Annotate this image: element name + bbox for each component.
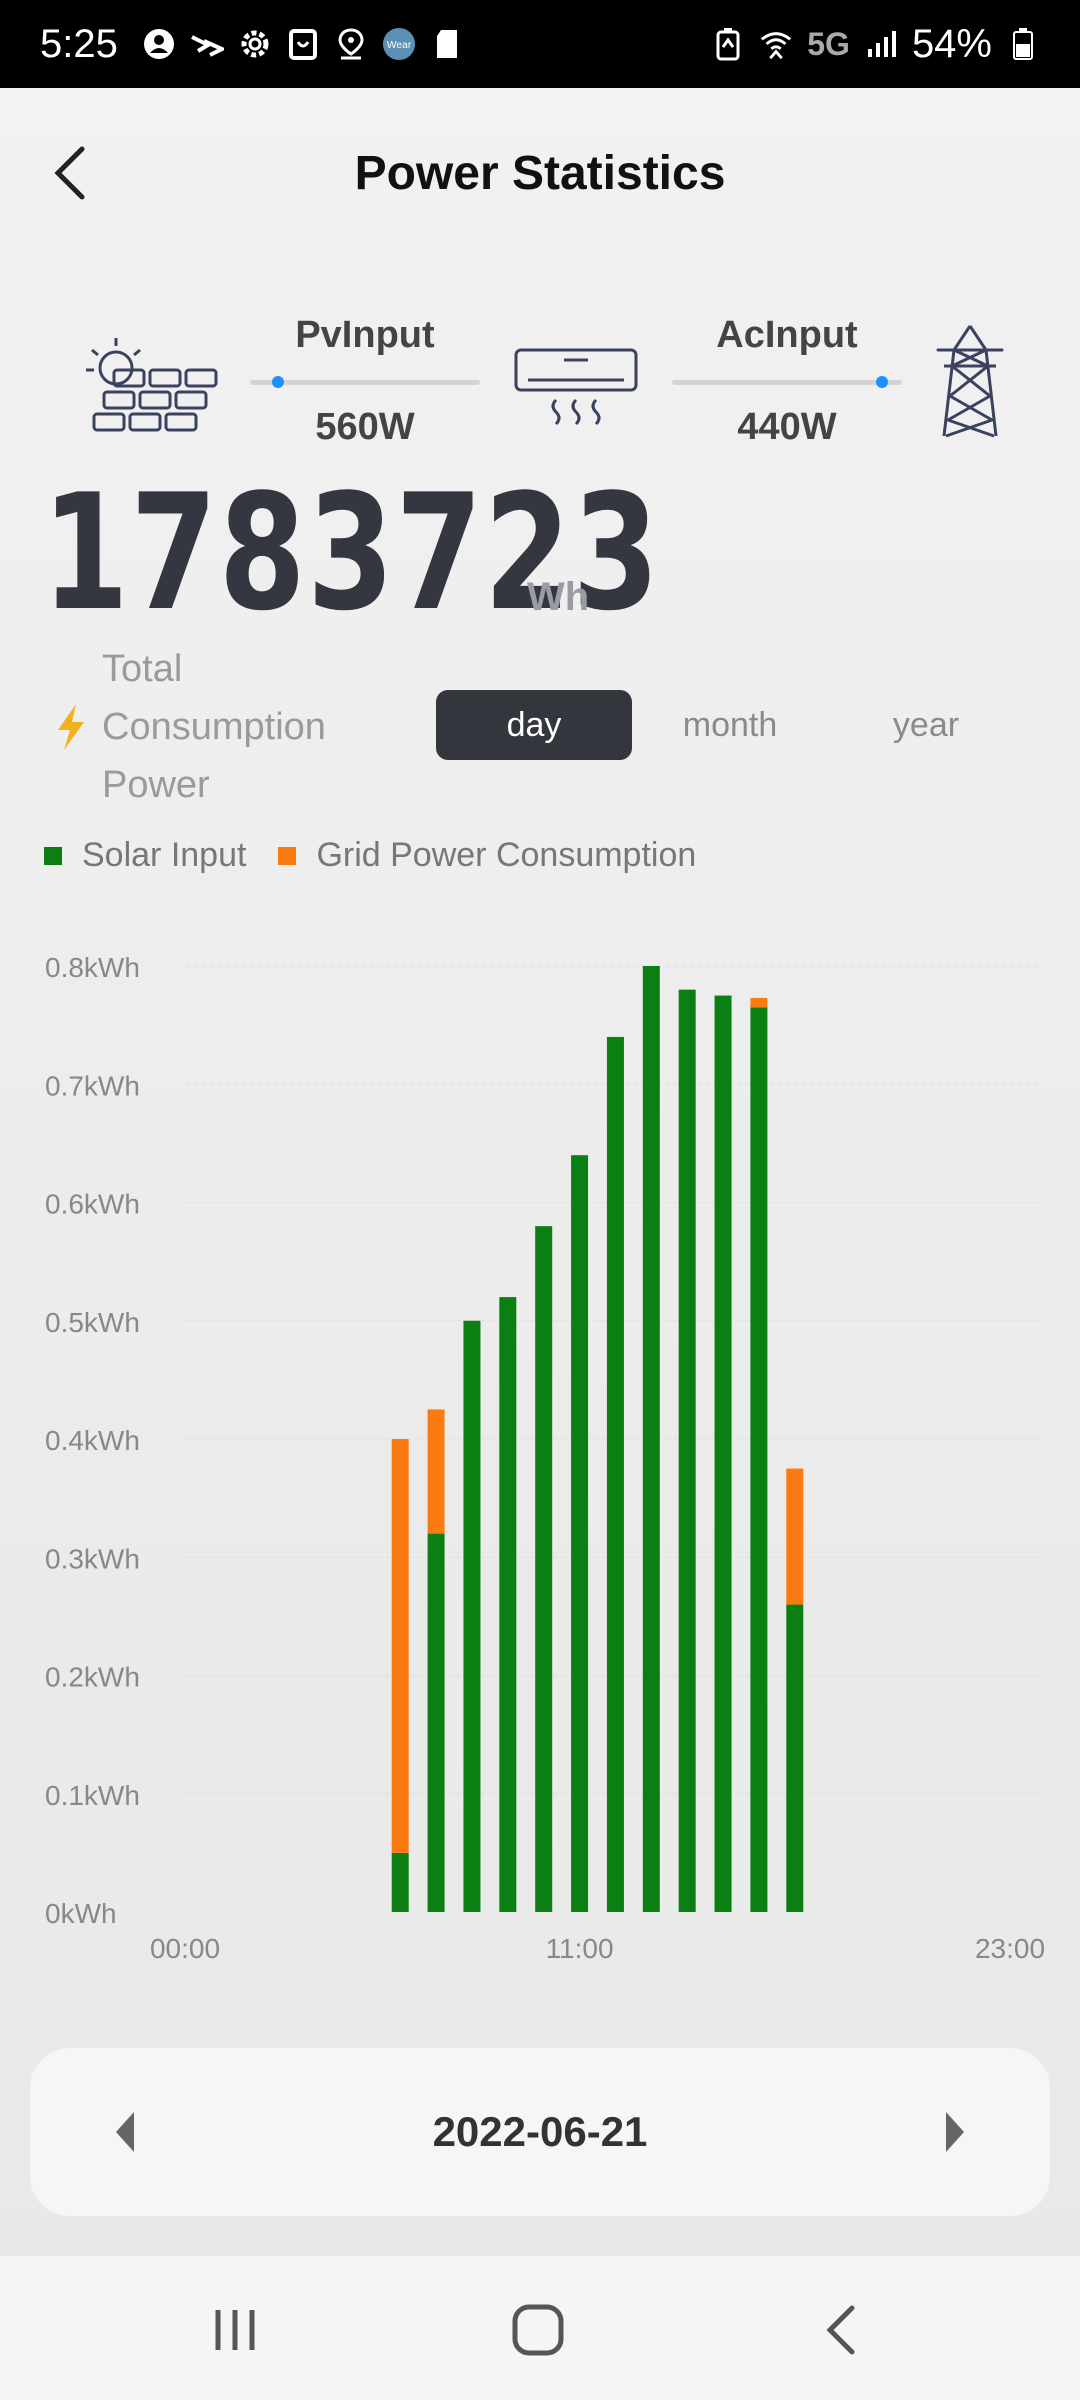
selected-date: 2022-06-21 xyxy=(432,2108,648,2155)
tab-year[interactable]: year xyxy=(892,705,960,744)
consumption-row: Total Consumption Power day month year xyxy=(0,640,1080,810)
legend-solar-label: Solar Input xyxy=(82,836,247,874)
home-button[interactable] xyxy=(498,2300,578,2360)
lightning-bolt-icon xyxy=(54,702,88,752)
previous-date-button[interactable] xyxy=(100,2106,150,2158)
status-bar: 5:25 Wear 5G 54% xyxy=(0,0,1080,88)
solar-panel-icon xyxy=(78,330,218,440)
sd-card-icon xyxy=(430,27,464,61)
sync-icon xyxy=(190,27,224,61)
air-conditioner-icon xyxy=(512,346,640,426)
bar-solar-input xyxy=(606,1036,624,1912)
total-consumption-label: Total Consumption Power xyxy=(102,648,326,806)
legend-grid-label: Grid Power Consumption xyxy=(316,836,697,874)
settings-icon xyxy=(238,27,272,61)
clipboard-icon xyxy=(286,27,320,61)
recents-button[interactable] xyxy=(195,2300,275,2360)
bar-grid-consumption xyxy=(391,1439,409,1853)
bar-solar-input xyxy=(391,1852,409,1912)
bar-grid-consumption xyxy=(427,1409,445,1534)
y-tick-label: 0.2kWh xyxy=(45,1662,140,1693)
power-chart: 0kWh 0.1kWh 0.2kWh 0.3kWh 0.4kWh 0.5kWh 0.6kWh… xyxy=(0,920,1080,1980)
total-energy: 1783723 Wh xyxy=(42,459,835,646)
battery-percent: 54% xyxy=(911,21,992,66)
pv-flow-dot xyxy=(272,376,284,388)
pv-input-label: PvInput xyxy=(295,314,435,356)
tab-day[interactable]: day xyxy=(436,690,632,760)
svg-text:Wear: Wear xyxy=(387,40,412,51)
pv-input-value: 560W xyxy=(315,406,415,448)
ac-flow-line xyxy=(672,380,902,385)
ac-flow-dot xyxy=(876,376,888,388)
bar-solar-input xyxy=(678,989,696,1912)
power-flow: PvInput 560W AcInput 440W xyxy=(0,300,1080,470)
system-back-button[interactable] xyxy=(800,2300,880,2360)
wear-icon: Wear xyxy=(382,27,416,61)
status-time: 5:25 xyxy=(40,21,118,66)
recents-icon xyxy=(215,2310,255,2350)
chevron-left-icon xyxy=(54,146,85,200)
bar-solar-input xyxy=(714,995,732,1912)
home-icon xyxy=(512,2304,564,2356)
power-tower-icon xyxy=(932,324,1008,440)
legend-grid-swatch xyxy=(278,846,297,865)
legend-solar[interactable]: Solar Input xyxy=(44,836,246,875)
legend-grid[interactable]: Grid Power Consumption xyxy=(278,836,696,875)
bar-solar-input xyxy=(427,1533,445,1912)
triangle-right-icon xyxy=(946,2112,964,2152)
pv-flow-line xyxy=(250,380,480,385)
total-energy-unit: Wh xyxy=(527,575,590,619)
date-selector: 2022-06-21 xyxy=(30,2048,1050,2216)
signal-icon xyxy=(864,27,898,61)
y-tick-label: 0.7kWh xyxy=(45,1070,140,1101)
bar-grid-consumption xyxy=(786,1468,804,1605)
bar-solar-input xyxy=(750,1007,768,1912)
y-tick-label: 0.1kWh xyxy=(45,1780,140,1811)
next-date-button[interactable] xyxy=(930,2106,980,2158)
y-tick-label: 0.3kWh xyxy=(45,1543,140,1574)
app-header: Power Statistics xyxy=(0,88,1080,258)
bar-solar-input xyxy=(786,1604,804,1912)
period-tabs: day month year xyxy=(436,690,1036,760)
x-tick-label: 00:00 xyxy=(150,1933,220,1964)
bar-solar-input xyxy=(571,1155,589,1912)
navigation-bar xyxy=(0,2256,1080,2400)
ac-input-value: 440W xyxy=(737,406,837,448)
bar-solar-input xyxy=(535,1226,553,1912)
ac-input-label: AcInput xyxy=(716,314,858,356)
location-icon xyxy=(334,27,368,61)
back-icon xyxy=(826,2305,855,2355)
network-type: 5G xyxy=(807,25,850,62)
bar-chart: 0kWh 0.1kWh 0.2kWh 0.3kWh 0.4kWh 0.5kWh 0.6kWh… xyxy=(45,952,1045,1964)
chart-legend: Solar Input Grid Power Consumption xyxy=(44,836,728,875)
bar-solar-input xyxy=(463,1320,481,1912)
y-tick-label: 0.6kWh xyxy=(45,1189,140,1220)
bar-solar-input xyxy=(642,966,660,1912)
triangle-left-icon xyxy=(116,2112,134,2152)
tab-month[interactable]: month xyxy=(682,705,778,744)
y-tick-label: 0.5kWh xyxy=(45,1307,140,1338)
legend-solar-swatch xyxy=(44,846,62,865)
bar-grid-consumption xyxy=(750,997,768,1008)
battery-saver-icon xyxy=(711,27,745,61)
bar-solar-input xyxy=(499,1297,517,1912)
battery-icon xyxy=(1006,27,1040,61)
x-tick-label: 23:00 xyxy=(975,1933,1045,1964)
total-energy-value: 1783723 xyxy=(42,459,661,646)
back-button[interactable] xyxy=(40,138,100,208)
x-tick-label: 11:00 xyxy=(546,1933,614,1964)
account-icon xyxy=(142,27,176,61)
page-title: Power Statistics xyxy=(354,146,726,200)
wifi-icon xyxy=(759,27,793,61)
y-tick-label: 0kWh xyxy=(45,1898,117,1929)
y-tick-label: 0.8kWh xyxy=(45,952,140,983)
y-tick-label: 0.4kWh xyxy=(45,1425,140,1456)
